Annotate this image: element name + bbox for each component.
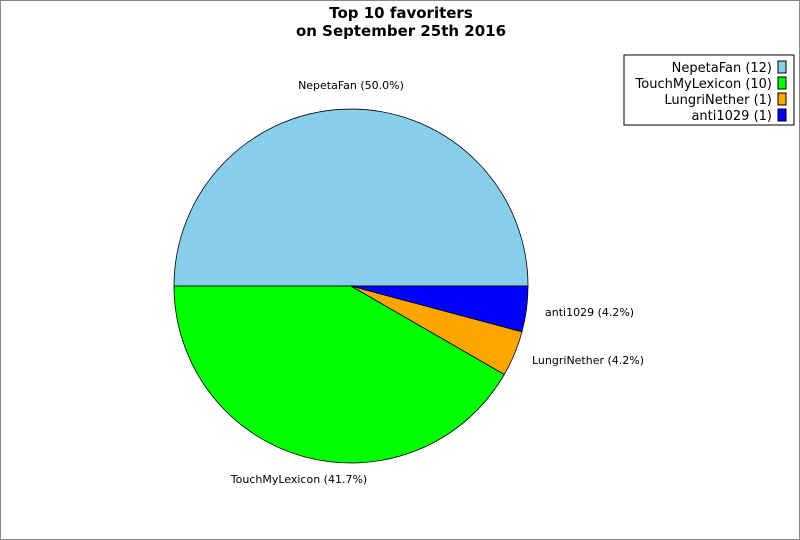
pie-slice-TouchMyLexicon — [173, 285, 505, 464]
pie-slice-NepetaFan — [173, 108, 529, 287]
slice-label: NepetaFan (50.0%) — [298, 79, 404, 92]
legend-entry: NepetaFan (12) — [672, 61, 772, 76]
legend-box — [623, 54, 795, 126]
pie-slice-anti1029 — [350, 285, 529, 333]
legend-swatch — [777, 92, 787, 106]
slice-label: TouchMyLexicon (41.7%) — [230, 473, 367, 486]
chart-title-line-1: Top 10 favoriters — [329, 4, 473, 22]
legend-entry: TouchMyLexicon (10) — [635, 77, 772, 92]
legend-entry: anti1029 (1) — [691, 109, 772, 124]
legend-swatch — [777, 60, 787, 74]
chart-title-line-2: on September 25th 2016 — [296, 22, 506, 40]
legend-swatch — [777, 108, 787, 122]
legend-swatch — [777, 76, 787, 90]
slice-label: LungriNether (4.2%) — [532, 354, 644, 367]
legend-entry: LungriNether (1) — [664, 93, 772, 108]
slice-label: anti1029 (4.2%) — [545, 306, 634, 319]
